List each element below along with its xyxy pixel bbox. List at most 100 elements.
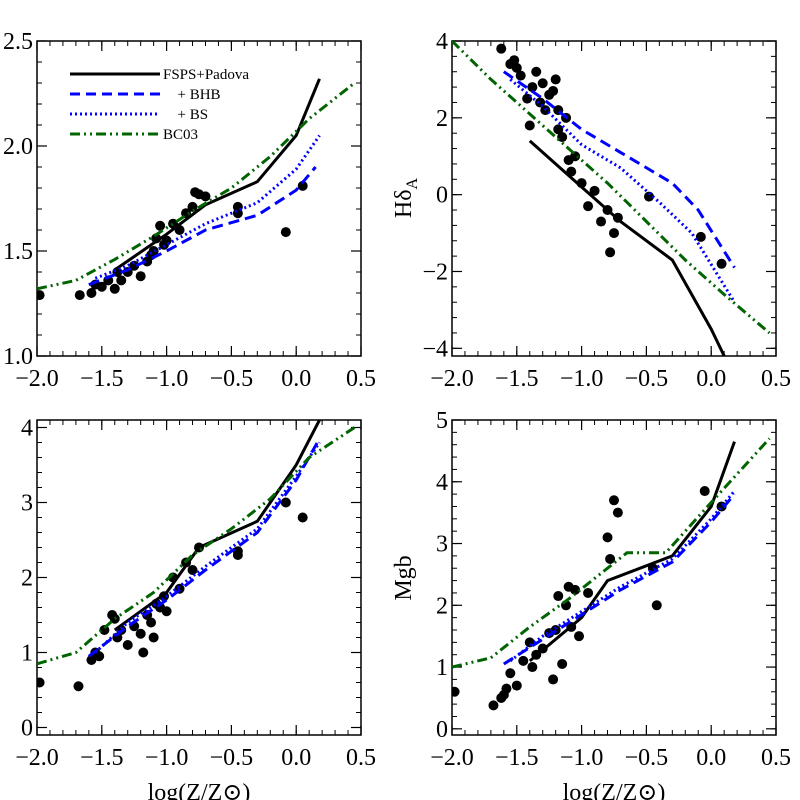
series-bhb [502, 493, 736, 666]
y-tick-label: 1 [21, 641, 33, 667]
x-tick-label: −0.5 [625, 745, 669, 771]
y-tick-label: 4 [21, 416, 33, 442]
x-tick-label: 0.5 [346, 366, 376, 392]
data-point [109, 613, 120, 624]
series-bc03 [37, 81, 356, 291]
data-point [557, 132, 568, 143]
data-point [511, 680, 522, 691]
series-bc03 [452, 437, 771, 669]
data-point [548, 85, 559, 96]
x-tick-label: −0.5 [210, 366, 254, 392]
x-axis-title: log(Z/Z⊙) [148, 780, 251, 800]
data-point [135, 628, 146, 639]
data-point [135, 271, 146, 282]
data-point [297, 512, 308, 523]
data-point [589, 185, 600, 196]
data-point [161, 606, 172, 617]
x-tick-label: −2.0 [430, 745, 474, 771]
y-tick-label: 0 [436, 717, 448, 743]
x-tick-label: −2.0 [430, 366, 474, 392]
plot-frame [451, 40, 777, 357]
y-tick-label: −2 [422, 259, 448, 285]
data-point [518, 655, 529, 666]
data-point [548, 674, 559, 685]
plot-frame [451, 419, 777, 736]
y-tick-label: 5 [436, 408, 448, 434]
x-tick-label: 0.0 [281, 366, 311, 392]
data-point [86, 655, 97, 665]
series-bhb [88, 166, 317, 287]
data-point [605, 553, 616, 564]
series-fsps-padova [528, 139, 726, 356]
data-point [574, 631, 585, 642]
data-point [155, 220, 166, 231]
y-tick-label: −4 [422, 336, 448, 362]
data-point [496, 43, 507, 54]
data-point [527, 82, 538, 93]
plot-frame [36, 40, 362, 357]
data-point [280, 497, 291, 508]
panel-bottom-left: log(Z/Z⊙) −2.0 −1.5 −1.0 −0.5 0.0 0.5 0 1 2 3 4 [15, 416, 376, 800]
legend: FSPS+Padova + BHB + BS BC03 [70, 67, 249, 143]
data-point [596, 216, 607, 227]
data-point [570, 584, 581, 595]
data-point [515, 70, 526, 81]
panel-top-left: FSPS+Padova + BHB + BS BC03 −2.0 −1.5 −1.0… [3, 29, 376, 392]
ticks: −2.0 −1.5 −1.0 −0.5 0.0 0.5 0 1 2 3 4 [15, 416, 376, 772]
x-tick-label: −1.5 [80, 745, 124, 771]
data-point [94, 651, 105, 662]
data-point [509, 55, 520, 66]
x-tick-label: 0.5 [761, 366, 791, 392]
data-point [280, 227, 291, 238]
series-bhb [87, 437, 321, 658]
ticks: −2.0 −1.5 −1.0 −0.5 0.0 0.5 0 1 2 3 4 5 [430, 408, 791, 771]
legend-label-fsps: FSPS+Padova [163, 67, 249, 83]
data-point [488, 700, 499, 711]
data-point [109, 283, 120, 294]
series-fsps-padova [113, 420, 321, 632]
data-point [146, 617, 157, 628]
data-point [583, 201, 594, 212]
y-axis-title-subscript: A [404, 177, 421, 189]
series-bc03 [452, 41, 771, 335]
data-point [498, 689, 509, 700]
series-fsps-padova [528, 441, 736, 663]
data-point [550, 74, 561, 85]
y-tick-label: 0 [436, 183, 448, 209]
data-point [583, 587, 594, 598]
data-point [557, 658, 568, 669]
x-tick-label: 0.0 [696, 745, 726, 771]
legend-label-bc03: BC03 [163, 127, 198, 143]
data-point [73, 681, 84, 692]
plot-area [37, 420, 356, 692]
data-point [74, 290, 85, 301]
data-point [187, 565, 198, 575]
panel-bottom-right: Mgb log(Z/Z⊙) −2.0 −1.5 −1.0 −0.5 0.0 0.5 0 1 2 3… [391, 408, 791, 800]
ticks: −2.0 −1.5 −1.0 −0.5 0.0 0.5 1.0 1.5 2.0 2.5 [3, 29, 376, 392]
series-bs [94, 441, 321, 654]
panel-top-right: HδA −2.0 −1.5 −1.0 −0.5 0.0 0.5 −4 −2 0 2 4 [391, 29, 791, 392]
y-tick-label: 2 [21, 566, 33, 592]
ticks: −2.0 −1.5 −1.0 −0.5 0.0 0.5 −4 −2 0 2 4 [422, 29, 791, 392]
legend-label-bs: + BS [170, 107, 208, 123]
data-point [86, 288, 97, 298]
y-tick-label: 3 [21, 491, 33, 517]
plot-frame [36, 419, 362, 736]
data-point [643, 191, 654, 202]
x-tick-label: −0.5 [625, 366, 669, 392]
y-tick-label: 2 [436, 106, 448, 132]
data-point [96, 281, 107, 292]
data-point [695, 231, 706, 242]
data-point [37, 677, 45, 688]
x-tick-label: −0.5 [210, 745, 254, 771]
data-point [699, 486, 710, 497]
data-point [452, 686, 460, 697]
x-tick-label: −1.0 [145, 366, 189, 392]
data-point [187, 201, 198, 212]
y-tick-label: 1.0 [3, 344, 33, 370]
y-tick-label: 4 [436, 29, 448, 55]
series-bc03 [37, 426, 356, 666]
data-point [122, 640, 133, 650]
plot-area [452, 437, 771, 711]
